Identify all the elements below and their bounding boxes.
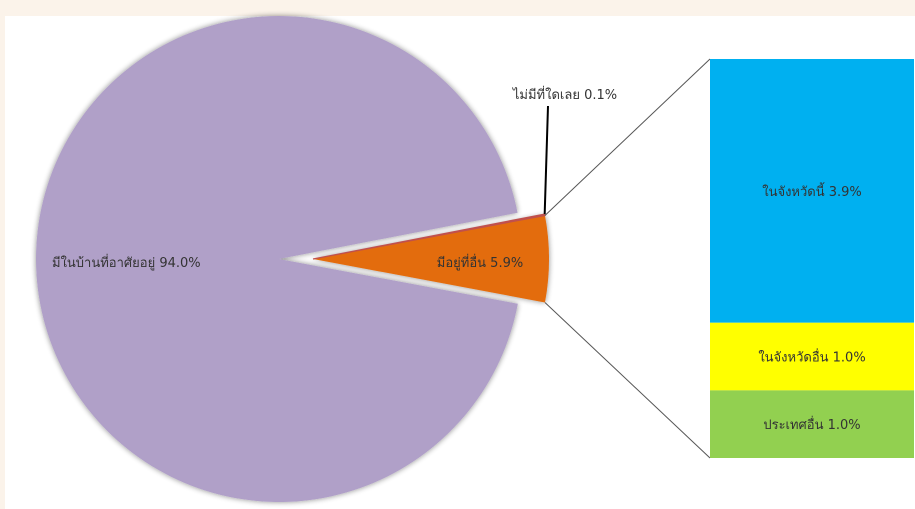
pie-label-in-home: มีในบ้านที่อาศัยอยู่ 94.0% xyxy=(52,254,201,271)
pie-slice-nowhere xyxy=(312,213,546,260)
pie-slice-elsewhere xyxy=(313,215,550,303)
breakdown-bar xyxy=(710,59,914,458)
bar-label-this-province: ในจังหวัดนี้ 3.9% xyxy=(762,182,862,200)
bar-label-other-province: ในจังหวัดอื่น 1.0% xyxy=(758,349,865,366)
leader-line-nowhere xyxy=(543,105,549,215)
bar-segment-other-country xyxy=(710,390,914,458)
connector-line-bottom xyxy=(544,302,711,459)
label-layer: ในจังหวัดนี้ 3.9% ในจังหวัดอื่น 1.0% ประเท… xyxy=(52,86,866,433)
pie-slice-in-home xyxy=(35,16,518,503)
connector-line-top xyxy=(544,58,711,216)
bar-segment-this-province xyxy=(710,59,914,323)
bar-segment-other-province xyxy=(710,322,914,391)
connector-layer xyxy=(544,58,711,459)
pie-label-elsewhere: มีอยู่ที่อื่น 5.9% xyxy=(437,254,523,271)
pie-label-nowhere: ไม่มีที่ใดเลย 0.1% xyxy=(512,86,617,103)
bar-label-other-country: ประเทศอื่น 1.0% xyxy=(763,416,860,433)
pie-layer xyxy=(35,16,550,503)
